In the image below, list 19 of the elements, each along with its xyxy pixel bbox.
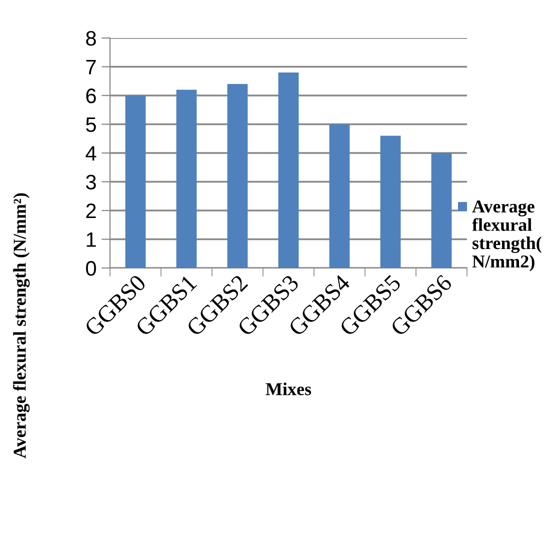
y-tick-label: 0 bbox=[86, 261, 96, 276]
y-tick-label: 4 bbox=[86, 146, 96, 161]
y-tick-label: 7 bbox=[86, 60, 96, 74]
y-axis-title: Average flexural strength (N/mm²) bbox=[12, 193, 30, 458]
bar bbox=[329, 124, 350, 268]
bar bbox=[227, 84, 248, 268]
bar bbox=[176, 90, 197, 268]
bar bbox=[431, 153, 452, 268]
x-axis-title: Mixes bbox=[266, 382, 312, 396]
bar bbox=[278, 72, 299, 268]
y-tick-label: 1 bbox=[86, 232, 96, 247]
y-tick-label: 5 bbox=[86, 117, 96, 132]
bar bbox=[380, 136, 401, 268]
legend-label: Average flexural strength( N/mm2) bbox=[472, 200, 542, 272]
y-tick-label: 8 bbox=[86, 31, 96, 46]
y-tick-label: 2 bbox=[86, 204, 96, 218]
y-tick-label: 3 bbox=[86, 174, 96, 190]
y-tick-label: 6 bbox=[86, 88, 96, 104]
bar bbox=[125, 96, 146, 268]
